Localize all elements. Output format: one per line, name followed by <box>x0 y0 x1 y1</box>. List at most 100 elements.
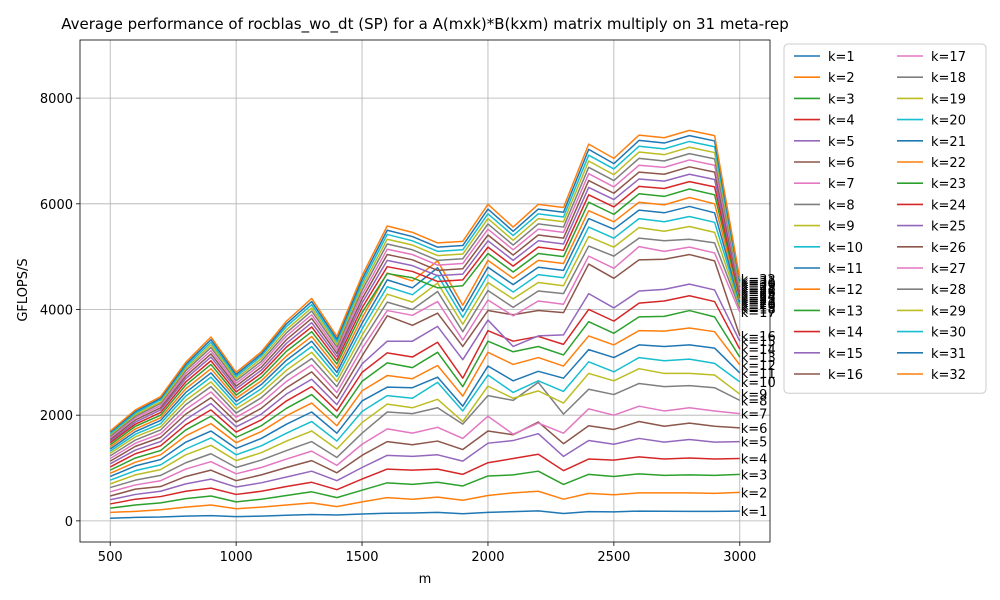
series-line-3 <box>110 470 740 509</box>
legend-label-13: k=13 <box>828 304 863 319</box>
legend-label-26: k=26 <box>931 241 966 256</box>
x-tick-label-3: 2000 <box>471 550 504 565</box>
legend-label-22: k=22 <box>931 156 966 171</box>
series-line-31 <box>109 134 741 433</box>
series-line-24 <box>109 180 741 444</box>
series-line-26 <box>109 166 741 441</box>
series-line-13 <box>109 309 741 471</box>
series-end-label-16: k=16 <box>741 330 776 345</box>
series-end-label-18: k=18 <box>741 302 776 317</box>
series-line-15 <box>109 283 741 465</box>
series-line-7 <box>110 405 740 493</box>
series-end-label-23: k=23 <box>741 292 776 307</box>
series-end-label-13: k=13 <box>741 351 776 366</box>
series-end-label-17: k=17 <box>741 306 776 321</box>
series-end-label-12: k=12 <box>741 359 776 374</box>
series-end-label-1: k=1 <box>741 505 768 520</box>
legend-label-14: k=14 <box>828 326 863 341</box>
x-tick-label-0: 500 <box>98 550 123 565</box>
series-end-label-24: k=24 <box>741 290 776 305</box>
legend-label-28: k=28 <box>931 283 966 298</box>
series-line-12 <box>109 327 741 474</box>
chart-title: Average performance of rocblas_wo_dt (SP… <box>61 15 789 34</box>
series-end-label-7: k=7 <box>741 408 768 423</box>
y-tick-label-3: 6000 <box>40 198 73 213</box>
plot-area: k=1k=2k=3k=4k=5k=6k=7k=8k=9k=10k=11k=12k… <box>40 39 987 565</box>
series-end-label-2: k=2 <box>741 486 768 501</box>
series-line-21 <box>109 205 741 450</box>
series-line-17 <box>109 245 741 460</box>
legend-label-18: k=18 <box>931 71 966 86</box>
series-end-label-4: k=4 <box>741 453 768 468</box>
y-tick-label-0: 0 <box>65 515 73 530</box>
series-line-27 <box>109 159 741 439</box>
legend-label-21: k=21 <box>931 135 966 150</box>
series-end-label-31: k=31 <box>741 275 776 290</box>
series-end-label-30: k=30 <box>741 277 776 292</box>
legend-label-7: k=7 <box>828 177 855 192</box>
series-line-4 <box>110 453 740 505</box>
legend-label-20: k=20 <box>931 114 966 129</box>
series-line-18 <box>109 237 741 457</box>
legend-label-4: k=4 <box>828 114 855 129</box>
legend-label-2: k=2 <box>828 71 855 86</box>
series-line-19 <box>109 225 741 454</box>
legend-box <box>783 43 987 394</box>
legend-label-6: k=6 <box>828 156 855 171</box>
legend-label-24: k=24 <box>931 198 966 213</box>
series-end-label-11: k=11 <box>741 367 776 382</box>
x-axis-title: m <box>419 572 432 587</box>
series-end-label-6: k=6 <box>741 422 768 437</box>
series-line-23 <box>109 188 741 446</box>
legend-label-19: k=19 <box>931 92 966 107</box>
legend-label-31: k=31 <box>931 347 966 362</box>
y-tick-label-2: 4000 <box>40 303 73 318</box>
series-end-label-28: k=28 <box>741 281 776 296</box>
legend-label-23: k=23 <box>931 177 966 192</box>
series-line-1 <box>110 510 740 519</box>
x-tick-label-5: 3000 <box>723 550 756 565</box>
series-line-9 <box>109 367 741 485</box>
legend-label-11: k=11 <box>828 262 863 277</box>
series-line-16 <box>109 253 741 462</box>
series-end-label-19: k=19 <box>741 300 776 315</box>
series-line-30 <box>109 140 741 435</box>
series-end-label-32: k=32 <box>741 273 776 288</box>
legend-label-27: k=27 <box>931 262 966 277</box>
legend-label-25: k=25 <box>931 220 966 235</box>
series-end-label-22: k=22 <box>741 294 776 309</box>
series-end-label-21: k=21 <box>741 296 776 311</box>
y-tick-label-4: 8000 <box>40 92 73 107</box>
legend-label-12: k=12 <box>828 283 863 298</box>
series-line-14 <box>109 295 741 468</box>
x-tick-label-4: 2500 <box>597 550 630 565</box>
legend-label-15: k=15 <box>828 347 863 362</box>
y-tick-label-1: 2000 <box>40 409 73 424</box>
series-line-10 <box>109 356 741 481</box>
series-end-label-29: k=29 <box>741 279 776 294</box>
series-end-label-25: k=25 <box>741 288 776 303</box>
legend-label-8: k=8 <box>828 198 855 213</box>
plot-frame <box>79 39 771 543</box>
series-line-8 <box>110 381 741 489</box>
legend-label-17: k=17 <box>931 50 966 65</box>
series-end-label-3: k=3 <box>741 468 768 483</box>
series-end-label-9: k=9 <box>741 388 768 403</box>
series-end-label-10: k=10 <box>741 376 776 391</box>
legend-label-5: k=5 <box>828 135 855 150</box>
series-end-label-8: k=8 <box>741 394 768 409</box>
series-end-label-26: k=26 <box>741 286 776 301</box>
series-line-2 <box>110 490 740 514</box>
series-line-6 <box>110 420 740 497</box>
legend-label-16: k=16 <box>828 368 863 383</box>
series-end-label-15: k=15 <box>741 335 776 350</box>
legend-label-10: k=10 <box>828 241 863 256</box>
legend-label-9: k=9 <box>828 220 855 235</box>
series-line-20 <box>109 215 741 452</box>
legend-label-1: k=1 <box>828 50 855 65</box>
series-line-5 <box>110 432 740 501</box>
legend-label-32: k=32 <box>931 368 966 383</box>
y-axis-title: GFLOPS/S <box>16 258 31 321</box>
series-end-label-20: k=20 <box>741 298 776 313</box>
